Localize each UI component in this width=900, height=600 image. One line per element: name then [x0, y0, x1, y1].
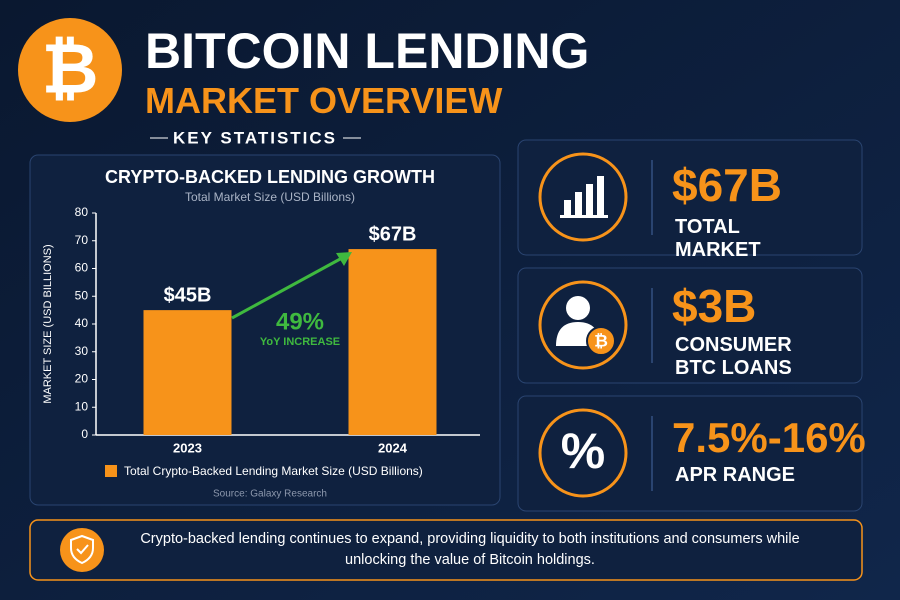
y-tick-label: 10	[75, 399, 89, 413]
stat-value: $3B	[672, 280, 757, 332]
legend-label: Total Crypto-Backed Lending Market Size …	[124, 464, 423, 478]
icon-ring	[538, 280, 628, 370]
annotation: 49%	[276, 308, 324, 335]
y-tick-label: 40	[75, 316, 89, 330]
bar	[143, 310, 232, 435]
icon-base	[560, 215, 608, 218]
title: BITCOIN LENDING	[145, 23, 590, 79]
stat-label: APR RANGE	[675, 464, 796, 486]
stat-value: $67B	[672, 159, 782, 211]
source: Source: Galaxy Research	[213, 489, 327, 500]
icon-bar	[564, 200, 571, 215]
icon-bar	[597, 176, 604, 215]
logo: ₿	[41, 29, 98, 107]
card	[517, 395, 863, 512]
icon-rings	[538, 152, 628, 498]
stat-label: TOTAL MARKET	[675, 216, 761, 261]
coin-symbol: ₿	[594, 331, 608, 350]
chart-title: CRYPTO-BACKED LENDING GROWTH	[105, 167, 435, 187]
y-tick-label: 60	[75, 261, 89, 275]
stat-label: CONSUMER BTC LOANS	[675, 334, 792, 379]
y-tick-label: 30	[75, 344, 89, 358]
annotation: YoY INCREASE	[260, 336, 340, 348]
card	[517, 139, 863, 256]
y-tick-label: 80	[75, 205, 89, 219]
icon-ring	[538, 152, 628, 242]
bar	[348, 249, 437, 435]
value-label: $45B	[164, 284, 212, 306]
y-tick-label: 0	[81, 427, 88, 441]
y-tick-label: 70	[75, 233, 89, 247]
chart-icon	[560, 176, 608, 218]
legend-swatch	[105, 465, 117, 477]
x-tick-label: 2024	[378, 440, 408, 455]
person-icon: ₿	[556, 296, 616, 356]
stat-value: 7.5%-16%	[672, 414, 866, 461]
icon-bar	[575, 192, 582, 215]
y-axis-label: MARKET SIZE (USD BILLIONS)	[42, 244, 54, 403]
subtitle: MARKET OVERVIEW	[145, 80, 503, 121]
shield-circle	[60, 528, 104, 572]
section-title: KEY STATISTICS	[173, 128, 337, 147]
check	[76, 544, 89, 555]
y-tick-label: 50	[75, 288, 89, 302]
shield	[70, 534, 94, 565]
icon-ring	[538, 408, 628, 498]
arrow-head	[336, 252, 352, 266]
footer-text: Crypto-backed lending continues to expan…	[140, 531, 800, 568]
chart-subtitle: Total Market Size (USD Billions)	[185, 190, 355, 204]
plot: CRYPTO-BACKED LENDING GROWTH Total Market…	[42, 167, 480, 500]
footer-box	[29, 519, 863, 581]
head	[566, 296, 590, 320]
trend-arrow	[231, 256, 343, 320]
coin	[586, 326, 616, 356]
x-tick-label: 2023	[173, 440, 202, 455]
value-label: $67B	[369, 223, 417, 245]
logo-circle	[18, 18, 122, 122]
y-tick-label: 20	[75, 372, 89, 386]
percent-icon: %	[561, 423, 605, 479]
icon-bar	[586, 184, 593, 215]
